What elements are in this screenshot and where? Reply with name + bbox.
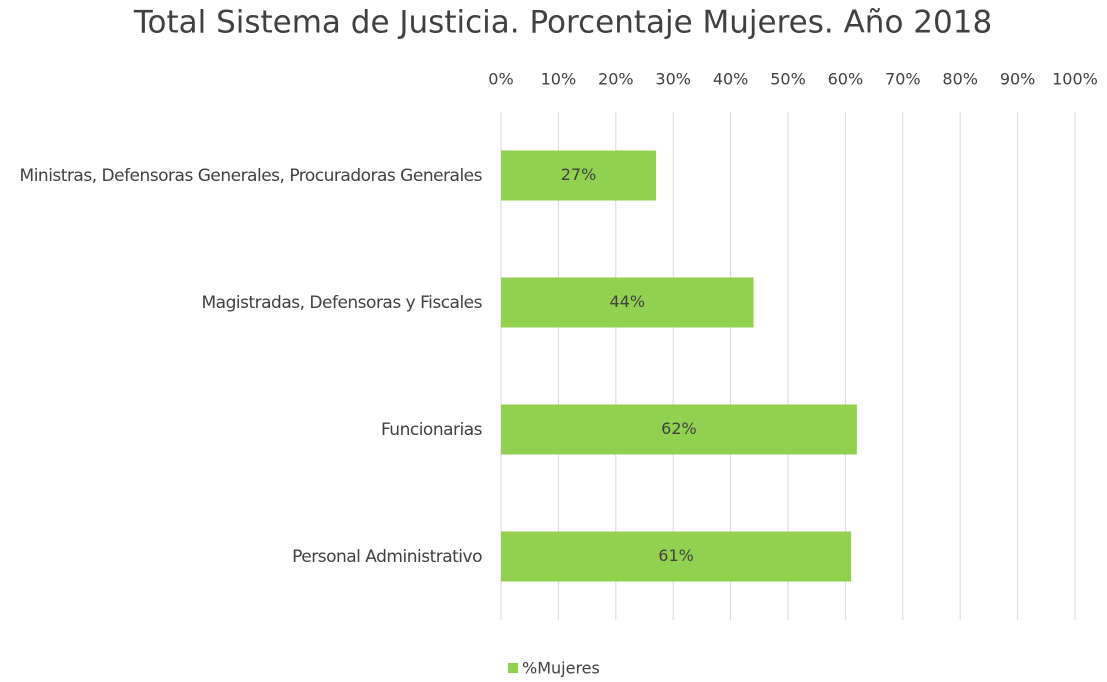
bar — [501, 404, 857, 455]
x-tick-label: 80% — [942, 70, 978, 89]
data-label: 44% — [609, 292, 645, 311]
data-label: 61% — [658, 546, 694, 565]
data-label: 27% — [561, 165, 597, 184]
data-label: 62% — [661, 419, 697, 438]
y-tick-label: Personal Administrativo — [292, 546, 482, 567]
legend-swatch — [508, 663, 518, 673]
x-tick-label: 50% — [770, 70, 806, 89]
chart-title: Total Sistema de Justicia. Porcentaje Mu… — [133, 5, 992, 41]
x-tick-label: 30% — [655, 70, 691, 89]
x-tick-label: 100% — [1052, 70, 1098, 89]
x-tick-label: 70% — [885, 70, 921, 89]
x-tick-label: 10% — [541, 70, 577, 89]
bar — [501, 531, 852, 582]
bar — [501, 277, 754, 328]
x-tick-label: 40% — [713, 70, 749, 89]
x-tick-label: 0% — [488, 70, 513, 89]
x-tick-label: 90% — [1000, 70, 1036, 89]
y-tick-label: Funcionarias — [380, 419, 483, 440]
x-tick-label: 60% — [828, 70, 864, 89]
legend-label: %Mujeres — [522, 659, 600, 678]
x-tick-label: 20% — [598, 70, 634, 89]
y-tick-label: Ministras, Defensoras Generales, Procura… — [19, 165, 483, 186]
bar — [501, 150, 656, 201]
y-tick-label: Magistradas, Defensoras y Fiscales — [201, 292, 483, 313]
